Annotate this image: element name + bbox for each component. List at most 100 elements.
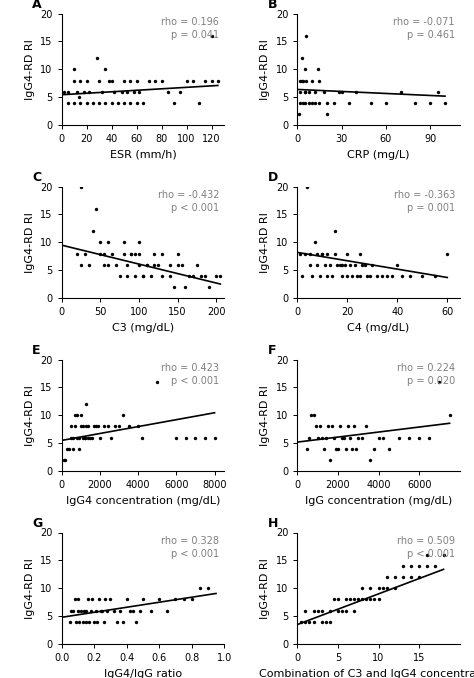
Point xyxy=(316,98,323,108)
Point xyxy=(338,86,346,97)
Point xyxy=(415,561,423,572)
Point xyxy=(138,432,146,443)
Point xyxy=(110,605,118,616)
Point xyxy=(113,616,121,627)
Point xyxy=(126,605,134,616)
Point xyxy=(415,432,423,443)
Point xyxy=(399,271,406,281)
Point xyxy=(127,98,134,108)
Text: D: D xyxy=(268,172,278,184)
Point xyxy=(79,421,86,432)
Text: rho = 0.328
p < 0.001: rho = 0.328 p < 0.001 xyxy=(161,536,219,559)
Point xyxy=(87,605,95,616)
Point xyxy=(64,443,71,454)
Point xyxy=(302,75,310,86)
Point xyxy=(89,432,96,443)
Y-axis label: IgG4-RD RI: IgG4-RD RI xyxy=(260,212,270,273)
Point xyxy=(375,594,383,605)
Point xyxy=(73,410,81,421)
Text: A: A xyxy=(32,0,42,12)
Y-axis label: IgG4-RD RI: IgG4-RD RI xyxy=(25,39,35,100)
Point xyxy=(146,75,153,86)
Point xyxy=(85,616,93,627)
Text: H: H xyxy=(268,517,278,530)
Point xyxy=(84,421,92,432)
Point xyxy=(407,561,415,572)
Point xyxy=(371,443,378,454)
Point xyxy=(60,86,68,97)
Point xyxy=(105,75,113,86)
Point xyxy=(75,92,83,102)
Point xyxy=(364,271,371,281)
Point xyxy=(191,432,199,443)
Point xyxy=(135,259,143,270)
Point xyxy=(316,421,323,432)
Point xyxy=(406,271,414,281)
Point xyxy=(310,605,317,616)
Text: E: E xyxy=(32,344,41,357)
Point xyxy=(211,432,219,443)
Point xyxy=(375,432,383,443)
Point xyxy=(383,572,391,582)
Point xyxy=(101,64,109,75)
Point xyxy=(125,421,132,432)
Point xyxy=(354,271,361,281)
Point xyxy=(346,594,354,605)
Point xyxy=(101,98,109,108)
Text: rho = -0.071
p = 0.461: rho = -0.071 p = 0.461 xyxy=(393,17,455,40)
Point xyxy=(71,410,79,421)
Point xyxy=(133,98,140,108)
Point xyxy=(99,605,106,616)
Point xyxy=(434,86,441,97)
Point xyxy=(166,271,174,281)
Point xyxy=(69,605,77,616)
Point xyxy=(301,86,309,97)
Point xyxy=(173,432,180,443)
Point xyxy=(74,594,82,605)
Point xyxy=(77,98,84,108)
Point xyxy=(323,248,331,259)
Point xyxy=(335,86,342,97)
Point xyxy=(375,583,383,594)
Point xyxy=(363,594,370,605)
Point xyxy=(330,432,337,443)
Point xyxy=(128,248,135,259)
Point xyxy=(320,443,328,454)
Point xyxy=(119,410,127,421)
Point xyxy=(383,271,391,281)
Point xyxy=(70,98,78,108)
Point xyxy=(358,594,366,605)
Text: rho = 0.509
p < 0.001: rho = 0.509 p < 0.001 xyxy=(397,536,455,559)
Point xyxy=(182,432,190,443)
Point xyxy=(136,605,144,616)
Point xyxy=(296,75,304,86)
Point xyxy=(71,594,78,605)
Point xyxy=(81,432,88,443)
Point xyxy=(366,583,374,594)
Point xyxy=(189,75,197,86)
Point xyxy=(79,432,86,443)
Text: G: G xyxy=(32,517,43,530)
Point xyxy=(182,281,189,292)
Point xyxy=(82,605,90,616)
Point xyxy=(128,248,135,259)
Point xyxy=(92,421,100,432)
Point xyxy=(328,421,336,432)
Point xyxy=(123,86,130,97)
X-axis label: Combination of C3 and IgG4 concentration: Combination of C3 and IgG4 concentration xyxy=(259,669,474,678)
Point xyxy=(114,98,122,108)
Point xyxy=(397,86,404,97)
Point xyxy=(300,98,307,108)
Text: C: C xyxy=(32,172,42,184)
Point xyxy=(328,271,336,281)
Point xyxy=(81,605,88,616)
Point xyxy=(152,75,159,86)
Text: rho = -0.432
p < 0.001: rho = -0.432 p < 0.001 xyxy=(158,190,219,213)
Point xyxy=(319,248,326,259)
Point xyxy=(367,98,375,108)
Point xyxy=(389,271,396,281)
Point xyxy=(296,248,303,259)
Point xyxy=(127,75,134,86)
Point xyxy=(217,271,224,281)
Point xyxy=(358,583,366,594)
